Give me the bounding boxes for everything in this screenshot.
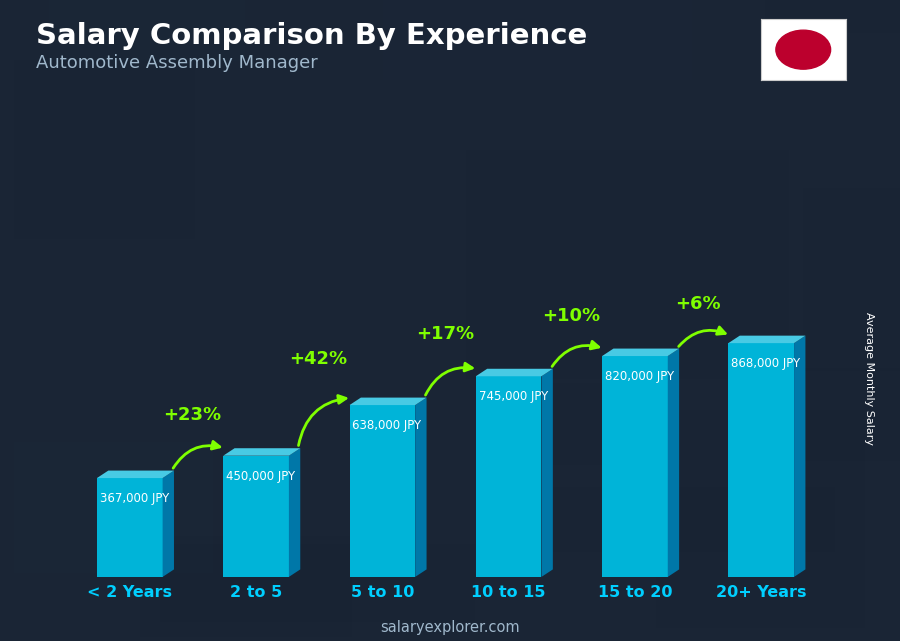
Polygon shape	[728, 343, 794, 577]
Bar	[485, 360, 711, 549]
Bar	[398, 460, 574, 525]
Polygon shape	[794, 336, 806, 577]
Bar	[250, 376, 541, 444]
Text: 820,000 JPY: 820,000 JPY	[605, 370, 674, 383]
Bar	[613, 0, 822, 58]
Bar	[725, 0, 900, 189]
Bar	[284, 127, 603, 321]
Polygon shape	[415, 397, 427, 577]
Polygon shape	[349, 405, 415, 577]
Bar	[769, 16, 900, 144]
Text: +42%: +42%	[290, 349, 347, 367]
Polygon shape	[602, 349, 680, 356]
Bar	[696, 394, 787, 631]
Bar	[40, 377, 159, 537]
Polygon shape	[223, 448, 301, 456]
Text: Salary Comparison By Experience: Salary Comparison By Experience	[36, 22, 587, 51]
Bar	[851, 331, 900, 558]
Text: +10%: +10%	[542, 306, 600, 324]
Bar	[405, 39, 495, 196]
Text: Automotive Assembly Manager: Automotive Assembly Manager	[36, 54, 318, 72]
Bar	[127, 177, 417, 258]
Polygon shape	[602, 356, 668, 577]
Polygon shape	[223, 456, 289, 577]
Bar	[146, 0, 263, 1]
Bar	[848, 317, 900, 472]
Polygon shape	[289, 448, 301, 577]
Polygon shape	[97, 470, 174, 478]
Bar	[633, 0, 794, 74]
Polygon shape	[349, 397, 427, 405]
Text: 367,000 JPY: 367,000 JPY	[100, 492, 169, 505]
Text: salaryexplorer.com: salaryexplorer.com	[380, 620, 520, 635]
Bar	[596, 238, 886, 439]
Bar	[144, 0, 282, 4]
Bar	[401, 49, 517, 285]
Polygon shape	[163, 470, 174, 577]
Bar	[814, 37, 900, 144]
Bar	[681, 270, 788, 413]
Polygon shape	[668, 349, 680, 577]
Polygon shape	[728, 336, 806, 343]
Polygon shape	[476, 376, 542, 577]
Bar	[496, 0, 819, 83]
Text: +23%: +23%	[163, 406, 221, 424]
Polygon shape	[476, 369, 553, 376]
Text: +6%: +6%	[675, 296, 720, 313]
Circle shape	[776, 30, 831, 69]
Text: 868,000 JPY: 868,000 JPY	[731, 357, 800, 370]
Bar	[235, 271, 584, 524]
Text: +17%: +17%	[416, 325, 474, 343]
Bar	[560, 231, 765, 488]
Bar	[521, 331, 858, 426]
Text: Average Monthly Salary: Average Monthly Salary	[863, 312, 874, 445]
Bar	[410, 252, 723, 326]
Bar	[478, 176, 713, 337]
Bar	[530, 483, 809, 551]
Bar	[741, 308, 900, 377]
Text: 450,000 JPY: 450,000 JPY	[226, 470, 295, 483]
Polygon shape	[542, 369, 553, 577]
Text: 638,000 JPY: 638,000 JPY	[352, 419, 421, 432]
Text: 745,000 JPY: 745,000 JPY	[479, 390, 548, 403]
Bar	[6, 104, 154, 238]
Polygon shape	[97, 478, 163, 577]
Bar	[230, 0, 395, 83]
